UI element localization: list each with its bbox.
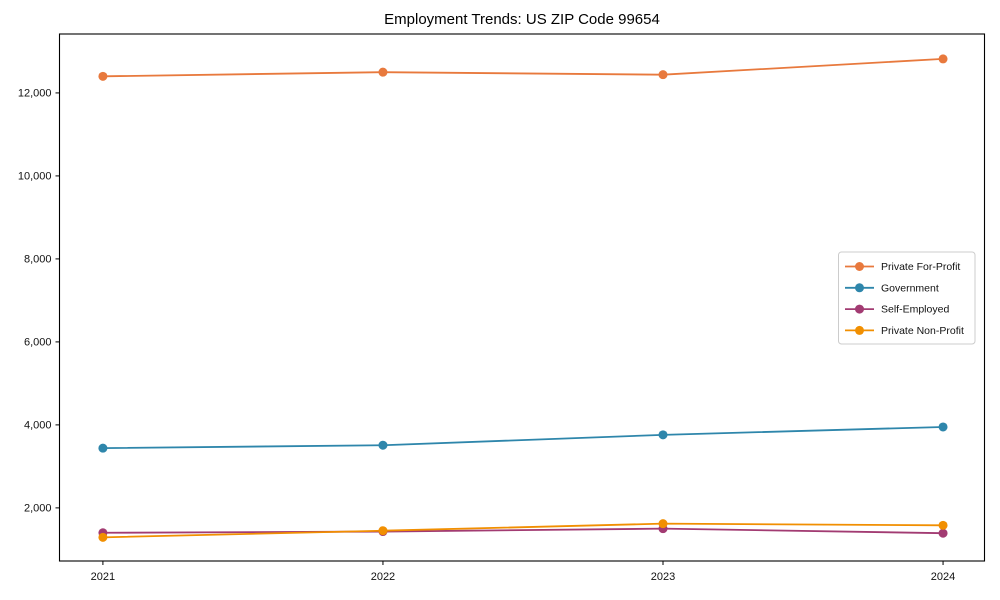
data-point-marker bbox=[378, 440, 388, 450]
data-point-marker bbox=[378, 526, 388, 536]
legend-marker bbox=[855, 262, 864, 271]
legend-box bbox=[838, 251, 976, 345]
x-tick-label: 2023 bbox=[651, 571, 675, 583]
series-line bbox=[102, 522, 944, 539]
series-layer bbox=[98, 54, 948, 542]
legend-entry-self-employed: Self-Employed bbox=[845, 304, 949, 316]
legend-entry-label: Private Non-Profit bbox=[881, 325, 964, 337]
legend: Private For-Profit Government Self-Employe… bbox=[838, 251, 976, 345]
data-point-marker bbox=[658, 430, 668, 440]
series-private-non-profit bbox=[98, 519, 948, 542]
data-point-marker bbox=[378, 67, 388, 77]
data-point-marker bbox=[938, 520, 948, 530]
y-tick-label: 4,000 bbox=[24, 420, 52, 432]
axes-layer: 2,000 4,000 6,000 8,000 10,000 12,000 2021 2022… bbox=[18, 33, 986, 583]
x-tick-label: 2024 bbox=[931, 571, 955, 583]
y-tick-label: 12,000 bbox=[18, 88, 52, 100]
legend-entry-government: Government bbox=[845, 282, 939, 294]
legend-marker bbox=[855, 304, 864, 314]
series-government bbox=[98, 422, 948, 453]
data-point-marker bbox=[938, 528, 948, 538]
series-self-employed bbox=[98, 524, 948, 538]
plot-frame bbox=[58, 33, 986, 562]
data-point-marker bbox=[658, 70, 668, 80]
chart-title: Employment Trends: US ZIP Code 99654 bbox=[384, 11, 660, 28]
data-point-marker bbox=[658, 519, 668, 529]
y-tick-label: 6,000 bbox=[24, 337, 52, 349]
series-line bbox=[102, 426, 944, 450]
legend-entry-label: Private For-Profit bbox=[881, 261, 960, 273]
data-point-marker bbox=[938, 422, 948, 432]
series-line bbox=[102, 57, 944, 78]
x-tick-label: 2021 bbox=[91, 571, 115, 583]
y-tick-label: 10,000 bbox=[18, 171, 52, 183]
series-line bbox=[102, 527, 944, 535]
y-tick-label: 2,000 bbox=[24, 503, 52, 515]
data-point-marker bbox=[98, 532, 108, 542]
data-point-marker bbox=[98, 443, 108, 453]
legend-marker bbox=[855, 325, 864, 335]
data-point-marker bbox=[938, 54, 948, 64]
legend-entry-private-for-profit: Private For-Profit bbox=[845, 261, 960, 273]
legend-entry-private-non-profit: Private Non-Profit bbox=[845, 325, 964, 337]
x-tick-label: 2022 bbox=[371, 571, 395, 583]
data-point-marker bbox=[98, 71, 108, 81]
legend-entry-label: Self-Employed bbox=[881, 304, 949, 316]
legend-marker bbox=[855, 283, 864, 293]
series-private-for-profit bbox=[98, 54, 948, 81]
legend-entry-label: Government bbox=[881, 282, 939, 294]
y-tick-label: 8,000 bbox=[24, 254, 52, 266]
